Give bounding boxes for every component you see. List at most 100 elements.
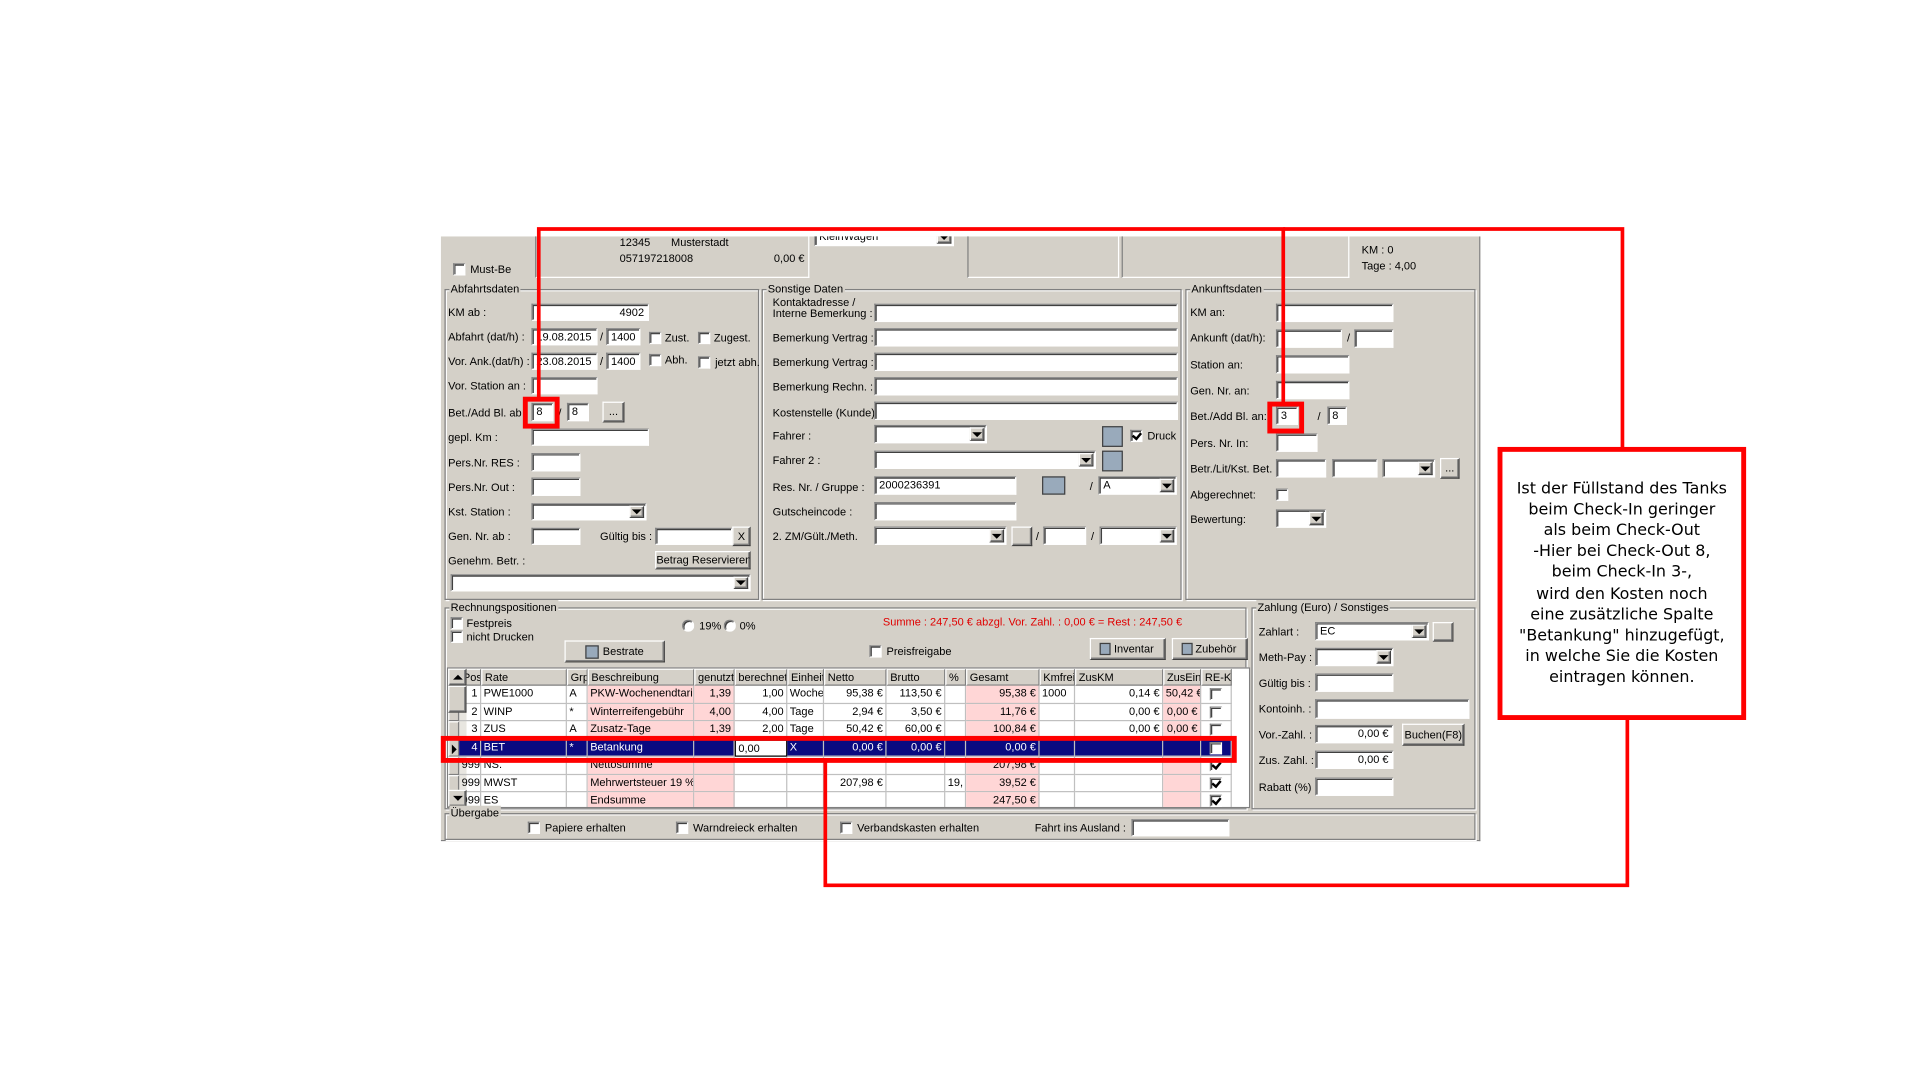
text-field[interactable] — [874, 526, 1007, 545]
table-cell[interactable]: MWST — [481, 774, 567, 793]
scroll-up[interactable] — [448, 668, 467, 686]
text-field[interactable]: 23.08.2015 — [531, 352, 598, 370]
text-field[interactable] — [1275, 459, 1327, 478]
table-cell[interactable] — [945, 703, 967, 722]
text-field[interactable] — [874, 401, 1178, 421]
table-cell[interactable] — [945, 738, 967, 757]
table-cell[interactable]: 0,00 € — [966, 738, 1040, 757]
table-cell[interactable] — [886, 774, 946, 793]
text-field[interactable] — [450, 574, 751, 592]
table-cell[interactable] — [1039, 703, 1076, 722]
text-field[interactable] — [874, 352, 1178, 372]
checkbox[interactable] — [453, 263, 466, 276]
text-field[interactable]: 1400 — [606, 352, 641, 370]
icon-button[interactable] — [1102, 450, 1123, 472]
text-field[interactable] — [1275, 303, 1394, 323]
checkbox[interactable] — [1209, 723, 1223, 736]
button[interactable]: ... — [1440, 457, 1460, 479]
table-cell[interactable] — [1075, 738, 1164, 757]
checkbox[interactable] — [1209, 688, 1223, 701]
checkbox[interactable] — [840, 821, 853, 834]
text-field[interactable]: 8 — [531, 402, 554, 422]
checkbox[interactable] — [1275, 488, 1289, 501]
checkbox[interactable] — [648, 331, 662, 345]
checkbox[interactable] — [450, 617, 463, 630]
checkbox[interactable] — [1209, 794, 1223, 807]
scroll-thumb[interactable] — [448, 685, 467, 713]
table-cell[interactable] — [1201, 738, 1232, 757]
table-cell[interactable]: 0,14 € — [1075, 685, 1164, 704]
checkbox[interactable] — [1209, 776, 1223, 790]
dropdown-button[interactable] — [1411, 624, 1427, 638]
table-cell[interactable]: 95,38 € — [966, 685, 1040, 704]
table-cell[interactable] — [566, 774, 588, 793]
table-cell[interactable]: * — [566, 703, 588, 722]
table-cell[interactable]: 1,39 — [694, 721, 735, 739]
table-cell[interactable] — [735, 792, 788, 807]
text-field[interactable]: 0,00 € — [1315, 724, 1394, 744]
table-cell[interactable] — [1075, 792, 1164, 807]
table-cell[interactable] — [1201, 703, 1232, 722]
checkbox[interactable] — [697, 356, 711, 369]
table-cell[interactable]: Endsumme — [587, 792, 695, 807]
table-cell[interactable]: Tage — [787, 703, 825, 722]
table-cell[interactable] — [824, 756, 887, 775]
text-field[interactable]: A — [1098, 476, 1177, 495]
text-field[interactable] — [531, 377, 598, 395]
button[interactable] — [1011, 526, 1033, 547]
table-cell[interactable] — [1163, 792, 1202, 807]
button[interactable] — [1432, 622, 1454, 642]
table-cell[interactable]: Betankung — [587, 738, 695, 757]
text-field[interactable] — [874, 424, 987, 444]
table-cell[interactable]: 1,39 — [694, 685, 735, 704]
checkbox[interactable] — [1209, 705, 1223, 719]
text-field[interactable] — [655, 527, 733, 545]
table-cell[interactable] — [1040, 792, 1076, 807]
table-cell[interactable]: 207,98 € — [824, 774, 887, 793]
table-cell[interactable]: PKW-Wochenendtari — [587, 685, 695, 704]
text-field[interactable] — [531, 453, 581, 472]
text-field[interactable] — [874, 328, 1178, 347]
checkbox[interactable] — [527, 821, 541, 834]
table-cell[interactable]: 0,00 € — [1075, 703, 1164, 722]
dropdown-button[interactable] — [629, 505, 645, 518]
icon-button[interactable] — [1042, 476, 1066, 495]
button[interactable]: ... — [602, 401, 625, 423]
text-field[interactable]: 0,00 € — [1315, 750, 1394, 769]
table-cell[interactable] — [1201, 685, 1232, 704]
text-field[interactable] — [531, 527, 581, 545]
text-field[interactable] — [1131, 819, 1230, 837]
table-cell[interactable] — [887, 792, 946, 807]
row-indicator[interactable] — [448, 756, 460, 775]
table-cell[interactable] — [734, 774, 788, 793]
text-field[interactable]: KleinWagen — [814, 236, 954, 247]
table-cell[interactable] — [694, 774, 735, 793]
table-cell[interactable]: 95,38 € — [824, 685, 887, 704]
text-field[interactable] — [1332, 459, 1378, 478]
checkbox[interactable] — [1209, 741, 1223, 754]
table-cell[interactable]: Mehrwertsteuer 19 % — [587, 774, 695, 793]
table-cell[interactable]: 0,00 € — [1163, 703, 1202, 722]
text-field[interactable] — [531, 503, 647, 521]
text-field[interactable]: 8 — [566, 402, 589, 422]
checkbox[interactable] — [1130, 429, 1143, 443]
dropdown-button[interactable] — [1159, 528, 1175, 543]
table-cell[interactable] — [1075, 774, 1164, 793]
dropdown-button[interactable] — [1078, 453, 1094, 467]
table-cell[interactable]: * — [566, 738, 588, 757]
button[interactable]: X — [732, 526, 751, 547]
text-field[interactable] — [874, 450, 1096, 469]
text-field[interactable] — [1315, 647, 1394, 667]
table-cell[interactable]: 0,00 € — [824, 738, 887, 757]
text-field[interactable] — [1099, 526, 1177, 545]
radio-button[interactable] — [723, 619, 736, 632]
dropdown-button[interactable] — [969, 427, 985, 441]
table-cell[interactable]: 100,84 € — [966, 721, 1040, 739]
table-cell[interactable]: ES — [481, 792, 567, 807]
text-field[interactable]: 8 — [1327, 406, 1347, 425]
table-cell[interactable] — [1201, 792, 1232, 807]
table-cell[interactable]: 1,00 — [734, 685, 788, 704]
table-cell[interactable]: 2,94 € — [824, 703, 887, 722]
dropdown-button[interactable] — [1376, 650, 1392, 664]
text-field[interactable]: 1400 — [606, 328, 641, 346]
